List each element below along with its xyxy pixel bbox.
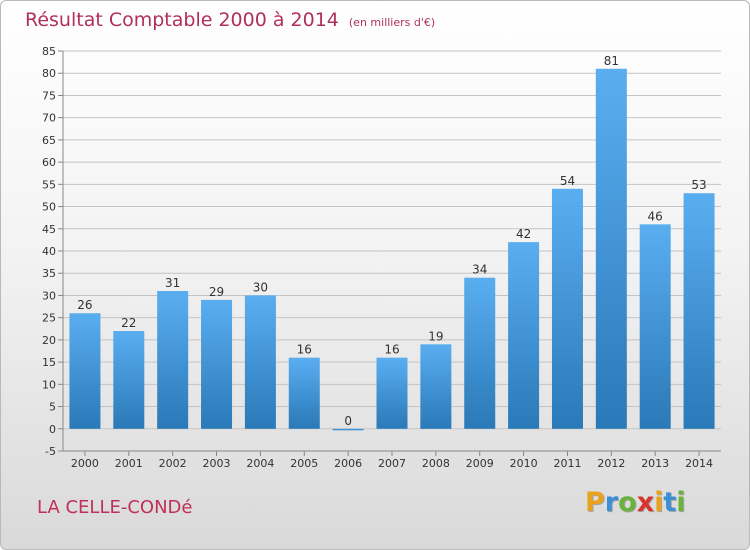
bar xyxy=(508,242,540,429)
y-tick-label: 80 xyxy=(42,67,56,80)
bar xyxy=(595,68,627,429)
data-labels: 26 22 31 29 30 16 0 16 19 34 42 54 81 46 53 xyxy=(77,54,706,428)
y-tick-label: 55 xyxy=(42,178,56,191)
bar xyxy=(332,428,364,431)
y-tick-label: 35 xyxy=(42,267,56,280)
x-tick-label: 2012 xyxy=(597,457,625,470)
bar xyxy=(288,357,320,429)
bar xyxy=(464,277,496,429)
data-label: 22 xyxy=(121,316,136,330)
bar xyxy=(157,291,189,429)
bar xyxy=(420,344,452,429)
x-axis: 2000 2001 2002 2003 2004 2005 2006 2007 2008 2009… xyxy=(71,451,713,470)
y-tick-label: 0 xyxy=(49,423,56,436)
chart-title: Résultat Comptable 2000 à 2014 xyxy=(25,9,339,31)
data-label: 81 xyxy=(604,54,619,68)
logo-letter: x xyxy=(636,487,655,518)
data-label: 34 xyxy=(472,263,487,277)
data-label: 30 xyxy=(253,280,268,294)
data-label: 54 xyxy=(560,174,575,188)
x-tick-label: 2003 xyxy=(203,457,231,470)
x-tick-label: 2008 xyxy=(422,457,450,470)
x-tick-label: 2007 xyxy=(378,457,406,470)
bar xyxy=(244,295,276,429)
logo-letter: i xyxy=(676,487,686,518)
chart-title-line: Résultat Comptable 2000 à 2014 (en millie… xyxy=(25,9,435,31)
logo-letter: i xyxy=(654,487,664,518)
x-tick-label: 2011 xyxy=(553,457,581,470)
commune-name: LA CELLE-CONDé xyxy=(37,497,193,518)
y-tick-label: -5 xyxy=(45,445,56,458)
x-tick-label: 2002 xyxy=(159,457,187,470)
proxiti-logo: Proxiti xyxy=(585,487,686,518)
data-label: 26 xyxy=(77,298,92,312)
y-tick-label: 65 xyxy=(42,134,56,147)
y-tick-label: 60 xyxy=(42,156,56,169)
y-tick-label: 10 xyxy=(42,378,56,391)
y-tick-label: 75 xyxy=(42,89,56,102)
data-label: 0 xyxy=(344,414,352,428)
bar xyxy=(69,313,101,429)
bar xyxy=(551,188,583,429)
x-tick-label: 2001 xyxy=(115,457,143,470)
chart-unit: (en milliers d'€) xyxy=(348,16,436,29)
data-label: 42 xyxy=(516,227,531,241)
data-label: 31 xyxy=(165,276,180,290)
logo-letter: P xyxy=(585,487,605,518)
x-tick-label: 2004 xyxy=(246,457,274,470)
data-label: 46 xyxy=(648,209,663,223)
y-tick-label: 45 xyxy=(42,223,56,236)
data-label: 29 xyxy=(209,285,224,299)
y-tick-label: 70 xyxy=(42,112,56,125)
x-tick-label: 2013 xyxy=(641,457,669,470)
data-label: 53 xyxy=(691,178,706,192)
y-tick-label: 5 xyxy=(49,401,56,414)
logo-letter: r xyxy=(604,487,619,518)
logo-letter: o xyxy=(618,487,637,518)
y-tick-label: 85 xyxy=(42,45,56,58)
bar xyxy=(376,357,408,429)
y-tick-label: 25 xyxy=(42,312,56,325)
data-label: 16 xyxy=(297,343,312,357)
x-tick-label: 2009 xyxy=(466,457,494,470)
x-tick-label: 2014 xyxy=(685,457,713,470)
bar xyxy=(201,299,233,429)
bar xyxy=(683,193,715,429)
y-tick-label: 15 xyxy=(42,356,56,369)
bar xyxy=(639,224,671,429)
data-label: 16 xyxy=(384,343,399,357)
data-label: 19 xyxy=(428,329,443,343)
y-tick-label: 20 xyxy=(42,334,56,347)
bar xyxy=(113,331,145,429)
x-tick-label: 2010 xyxy=(510,457,538,470)
logo-letter: t xyxy=(663,487,677,518)
x-tick-label: 2005 xyxy=(290,457,318,470)
y-tick-label: 40 xyxy=(42,245,56,258)
y-tick-label: 30 xyxy=(42,289,56,302)
bars xyxy=(69,68,715,431)
x-tick-label: 2000 xyxy=(71,457,99,470)
x-tick-label: 2006 xyxy=(334,457,362,470)
y-tick-label: 50 xyxy=(42,201,56,214)
